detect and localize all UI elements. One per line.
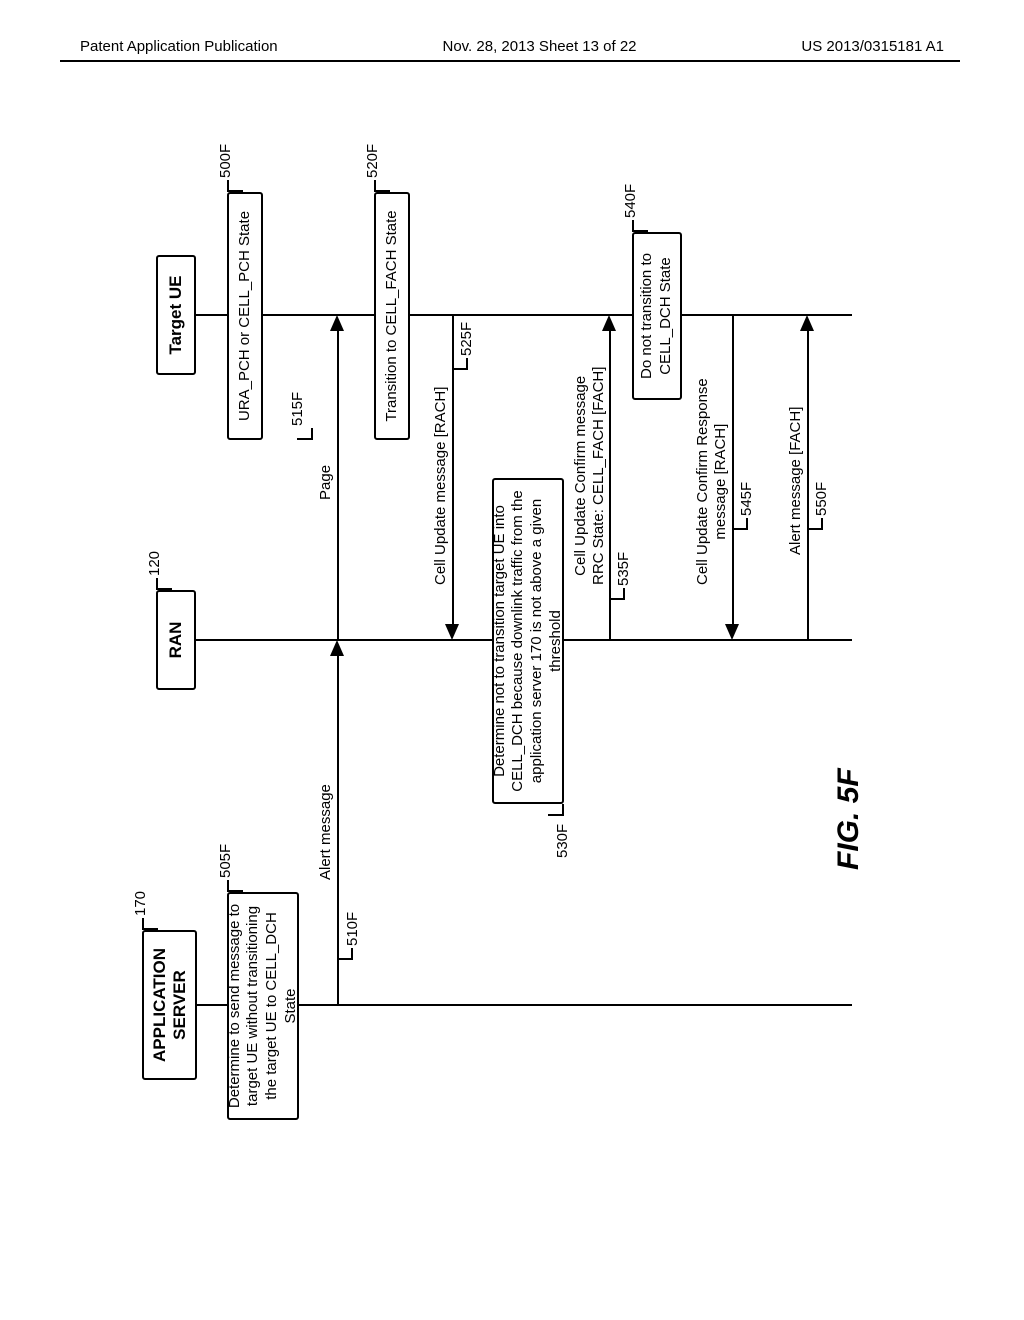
msg-525f-text: Cell Update message [RACH] xyxy=(432,387,450,585)
ref-hook-550f xyxy=(807,518,823,530)
box-500f: URA_PCH or CELL_PCH State xyxy=(227,192,263,440)
msg-545f-line xyxy=(732,315,734,625)
msg-550f-line xyxy=(807,329,809,639)
box-530f: Determine not to transition target UE in… xyxy=(492,478,564,804)
ref-120: 120 xyxy=(146,551,163,576)
actor-ran: RAN xyxy=(156,590,196,690)
ref-hook-120 xyxy=(156,578,172,590)
msg-535f-arrow xyxy=(602,315,616,331)
actor-application-server: APPLICATION SERVER xyxy=(142,930,197,1080)
ref-520f: 520F xyxy=(364,144,381,178)
msg-550f-text: Alert message [FACH] xyxy=(787,407,805,555)
ref-515f: 515F xyxy=(289,392,306,426)
ref-hook-540f xyxy=(632,220,648,232)
msg-515f-text: Page xyxy=(317,465,335,500)
sequence-diagram: APPLICATION SERVER 170 RAN 120 Target UE… xyxy=(112,140,912,1140)
ref-hook-510f xyxy=(337,948,353,960)
lifeline-app-server-2 xyxy=(299,1004,852,1006)
box-520f: Transition to CELL_FACH State xyxy=(374,192,410,440)
ref-hook-545f xyxy=(732,518,748,530)
lifeline-target-ue xyxy=(196,314,852,316)
ref-525f: 525F xyxy=(458,322,475,356)
ref-hook-535f xyxy=(609,588,625,600)
ref-540f: 540F xyxy=(622,184,639,218)
msg-515f-arrow xyxy=(330,315,344,331)
box-505f: Determine to send message to target UE w… xyxy=(227,892,299,1120)
ref-hook-515f xyxy=(297,428,313,440)
msg-510f-arrow xyxy=(330,640,344,656)
msg-535f-text: Cell Update Confirm message RRC State: C… xyxy=(572,367,608,585)
figure-caption: FIG. 5F xyxy=(832,768,866,870)
ref-170: 170 xyxy=(132,891,149,916)
ref-545f: 545F xyxy=(738,482,755,516)
ref-510f: 510F xyxy=(344,912,361,946)
ref-500f: 500F xyxy=(217,144,234,178)
header-left: Patent Application Publication xyxy=(80,38,278,55)
header-right: US 2013/0315181 A1 xyxy=(801,38,944,55)
ref-530f: 530F xyxy=(554,824,571,858)
ref-hook-525f xyxy=(452,358,468,370)
page-header: Patent Application Publication Nov. 28, … xyxy=(0,38,1024,55)
ref-hook-530f xyxy=(548,804,564,816)
ref-550f: 550F xyxy=(813,482,830,516)
header-rule xyxy=(60,60,960,62)
ref-505f: 505F xyxy=(217,844,234,878)
msg-545f-text: Cell Update Confirm Response message [RA… xyxy=(694,378,730,585)
msg-525f-arrow xyxy=(445,624,459,640)
header-center: Nov. 28, 2013 Sheet 13 of 22 xyxy=(442,38,636,55)
msg-550f-arrow xyxy=(800,315,814,331)
ref-hook-500f xyxy=(227,180,243,192)
msg-515f-line xyxy=(337,329,339,639)
box-540f: Do not transition to CELL_DCH State xyxy=(632,232,682,400)
ref-hook-505f xyxy=(227,880,243,892)
ref-hook-520f xyxy=(374,180,390,192)
actor-target-ue: Target UE xyxy=(156,255,196,375)
ref-535f: 535F xyxy=(615,552,632,586)
msg-545f-arrow xyxy=(725,624,739,640)
msg-510f-text: Alert message xyxy=(317,784,335,880)
ref-hook-170 xyxy=(142,918,158,930)
